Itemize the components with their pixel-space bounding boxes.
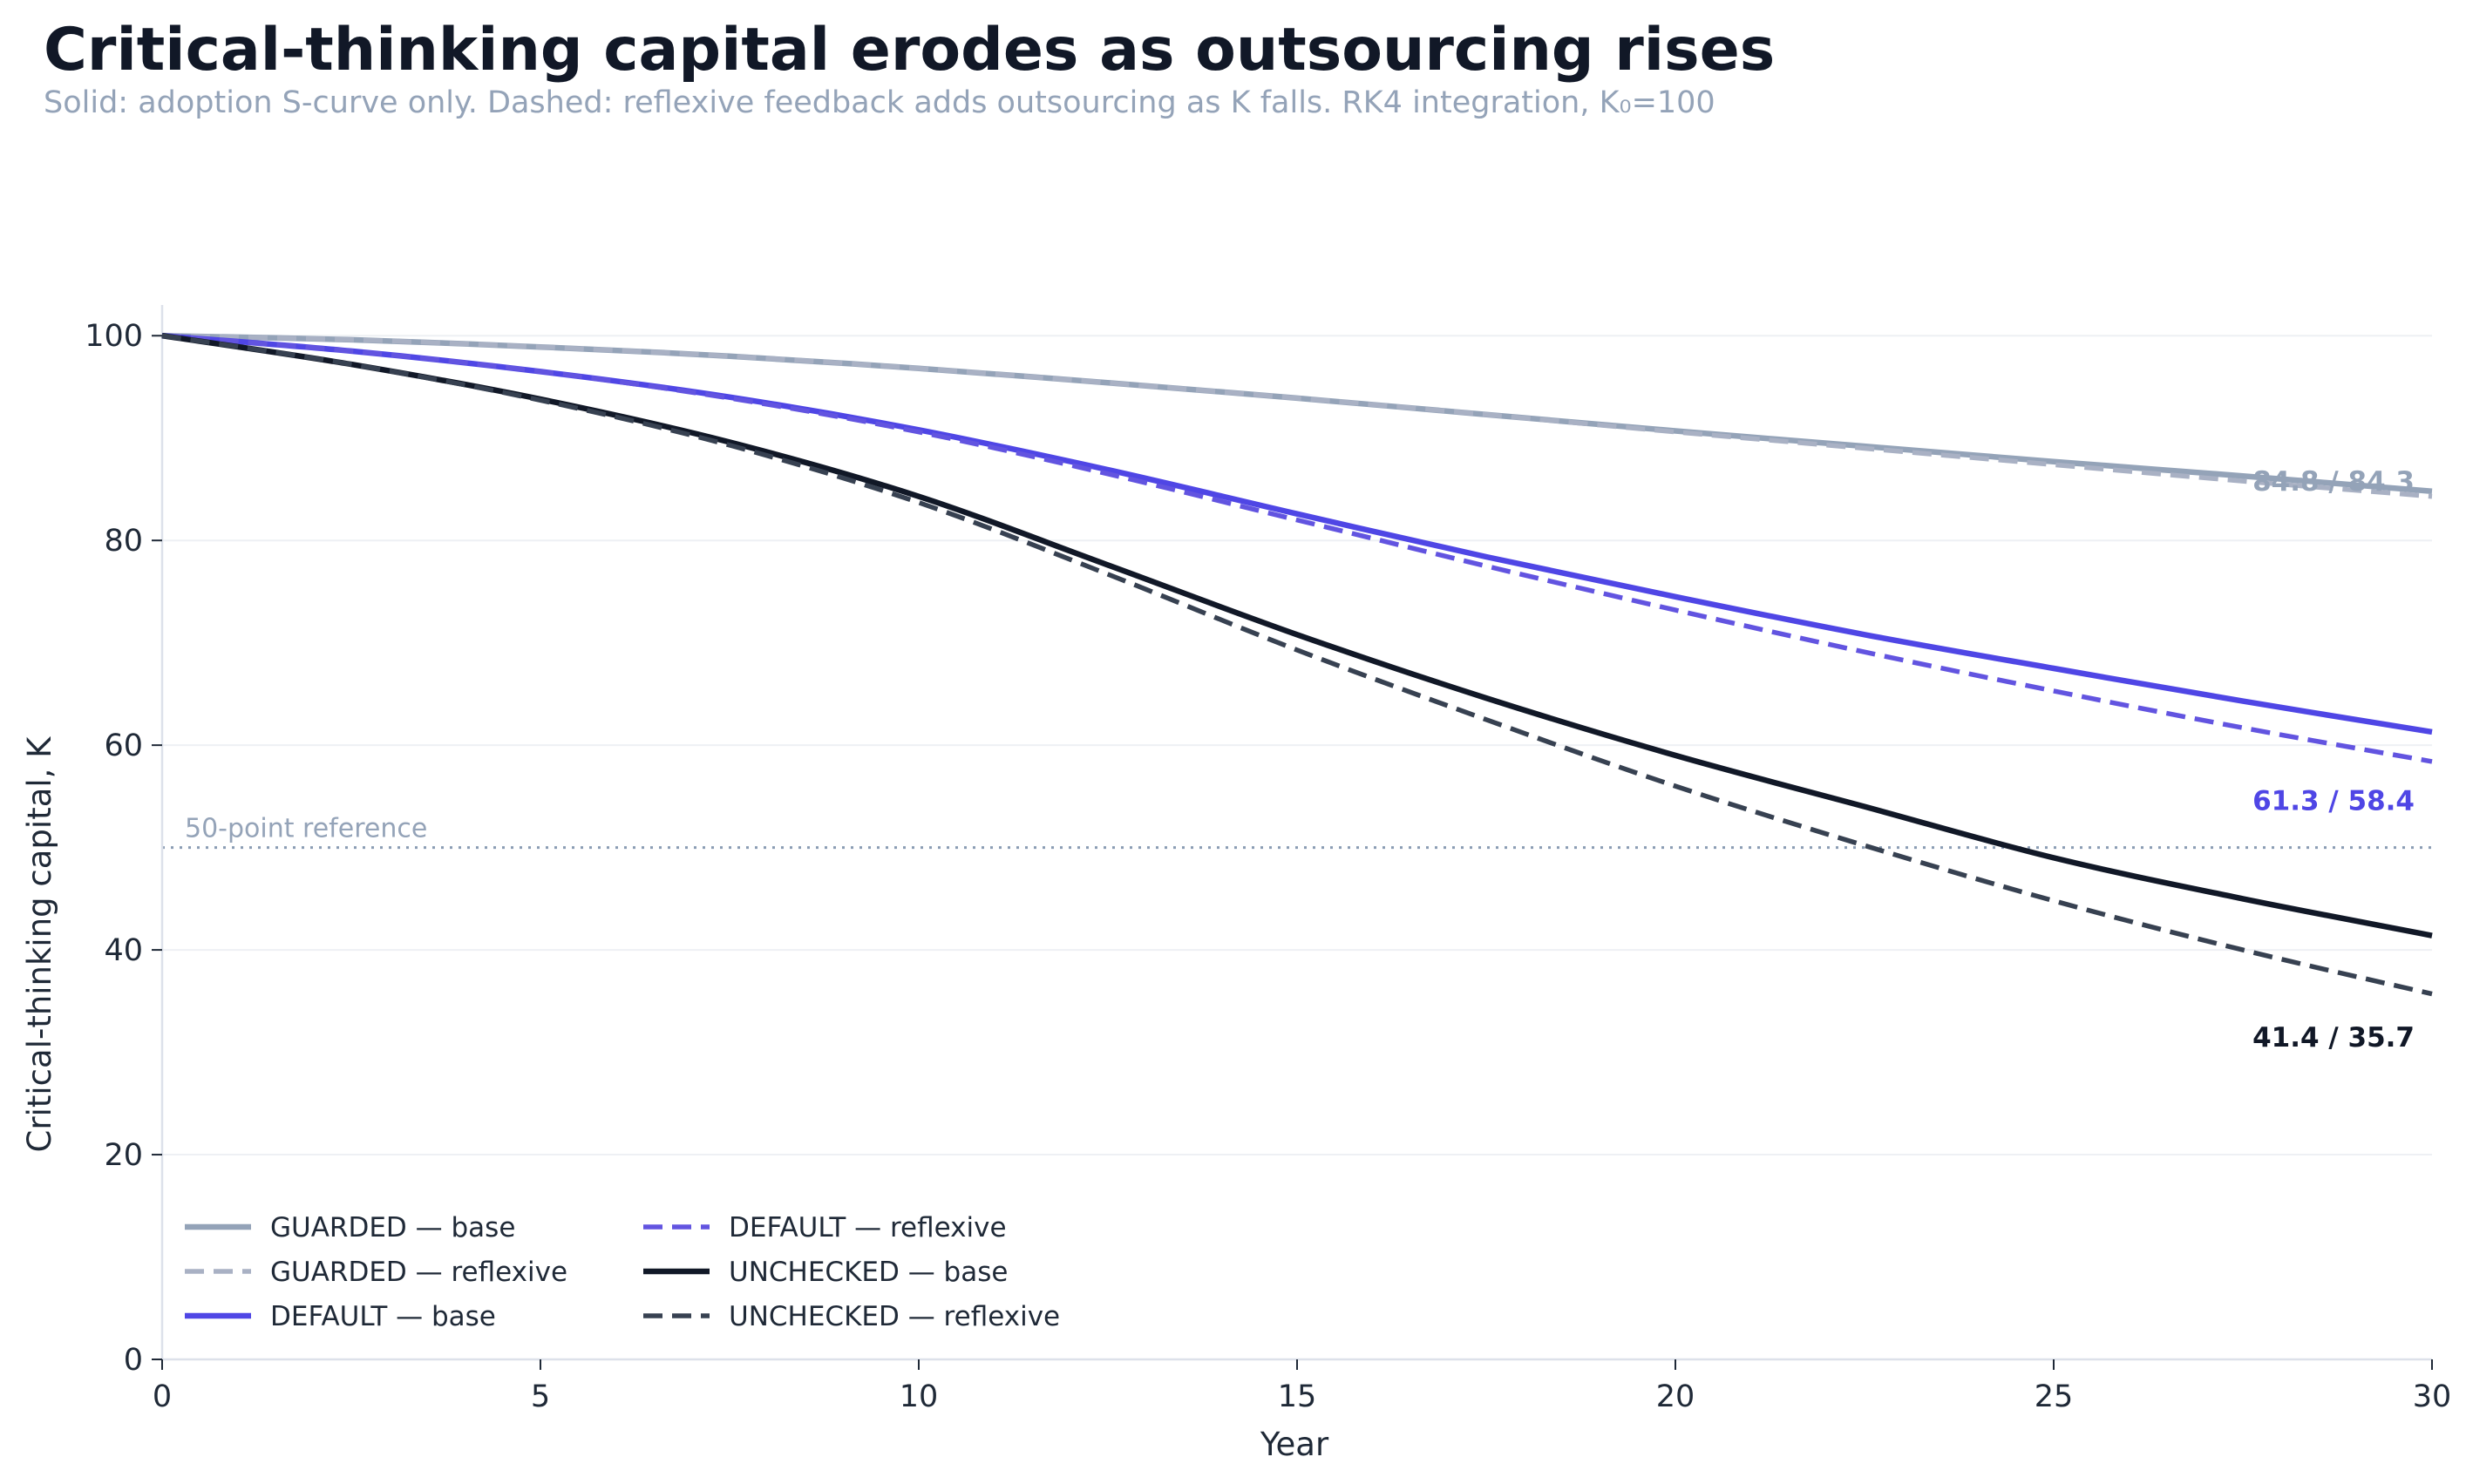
y-tick-label: 20 — [104, 1138, 143, 1173]
legend-label-0: GUARDED — base — [270, 1212, 515, 1243]
x-tick-label: 20 — [1656, 1379, 1695, 1414]
series-line-5 — [161, 333, 2433, 997]
series-lines — [161, 332, 2433, 997]
series-line-2 — [161, 332, 2433, 735]
gridlines — [162, 335, 2432, 1156]
legend-label-4: UNCHECKED — base — [729, 1257, 1008, 1288]
legend: GUARDED — base GUARDED — reflexive DEFAULT… — [185, 1212, 1060, 1332]
x-tick-label: 30 — [2413, 1379, 2452, 1414]
x-tick-label: 5 — [531, 1379, 550, 1414]
chart-subtitle: Solid: adoption S-curve only. Dashed: re… — [44, 85, 1715, 120]
axes: 0 20 40 60 80 100 0 5 10 15 20 25 30 — [85, 305, 2451, 1414]
x-axis-label: Year — [1260, 1426, 1329, 1463]
legend-label-5: UNCHECKED — reflexive — [729, 1301, 1060, 1332]
legend-label-1: GUARDED — reflexive — [270, 1257, 567, 1288]
y-axis-label: Critical-thinking capital, K — [21, 735, 58, 1153]
legend-label-3: DEFAULT — reflexive — [729, 1212, 1007, 1243]
series-line-3 — [161, 333, 2433, 764]
y-tick-label: 60 — [104, 728, 143, 763]
end-value-label-1: 61.3 / 58.4 — [2252, 786, 2415, 817]
y-tick-label: 80 — [104, 524, 143, 559]
reference-line-label: 50-point reference — [185, 814, 427, 844]
x-tick-label: 15 — [1278, 1379, 1317, 1414]
end-labels: 84.8 / 84.3 61.3 / 58.4 41.4 / 35.7 — [2252, 466, 2415, 1054]
chart-title: Critical-thinking capital erodes as outs… — [44, 16, 1776, 85]
reference-line-group: 50-point reference — [162, 814, 2432, 850]
x-tick-label: 0 — [153, 1379, 172, 1414]
y-tick-label: 0 — [124, 1343, 143, 1378]
end-value-label-0: 84.8 / 84.3 — [2252, 466, 2415, 498]
y-tick-label: 40 — [104, 933, 143, 968]
x-tick-label: 25 — [2035, 1379, 2074, 1414]
series-line-4 — [161, 332, 2433, 939]
series-line-1 — [161, 333, 2433, 499]
y-tick-label: 100 — [85, 319, 143, 354]
legend-label-2: DEFAULT — base — [270, 1301, 496, 1332]
x-tick-label: 10 — [900, 1379, 939, 1414]
end-value-label-2: 41.4 / 35.7 — [2252, 1022, 2415, 1054]
